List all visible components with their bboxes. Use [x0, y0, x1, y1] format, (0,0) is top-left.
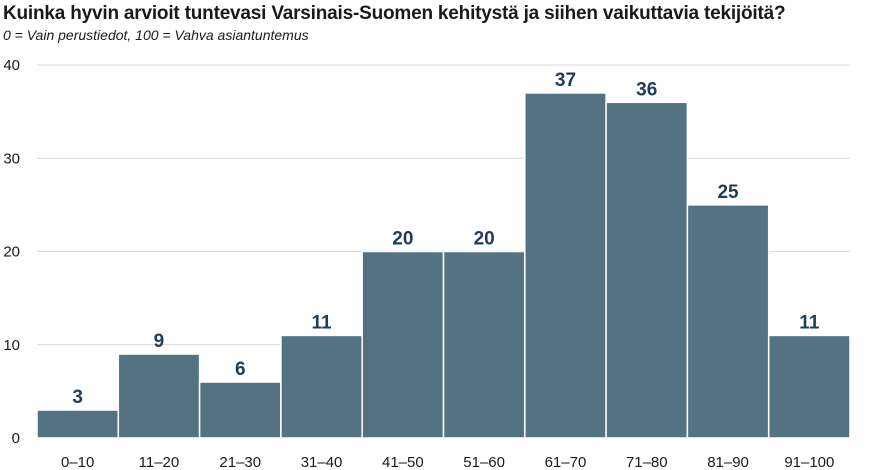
y-axis-ticks: 0 10 20 30 40: [3, 57, 20, 447]
x-tick-label: 91–100: [784, 454, 834, 470]
bar-1: [36, 409, 120, 439]
bar-10: [767, 334, 851, 439]
data-label: 20: [474, 229, 495, 250]
data-label: 36: [636, 79, 657, 100]
x-axis-ticks: 0–10 11–20 21–30 31–40 41–50 51–60 61–70 71–80 8…: [61, 454, 834, 470]
x-tick-label: 11–20: [139, 454, 180, 470]
x-tick-label: 61–70: [545, 454, 587, 470]
x-tick-label: 71–80: [626, 454, 668, 470]
chart-title: Kuinka hyvin arvioit tuntevasi Varsinais…: [3, 3, 786, 24]
bar-2: [117, 353, 201, 439]
data-label: 37: [555, 70, 576, 91]
bar-6: [442, 250, 526, 439]
data-label: 3: [72, 387, 83, 408]
data-label: 11: [799, 312, 820, 333]
x-tick-label: 31–40: [301, 454, 343, 470]
bars: [36, 92, 851, 439]
data-label: 20: [392, 229, 413, 250]
y-tick-label: 20: [3, 244, 20, 261]
y-tick-label: 10: [3, 337, 20, 354]
x-tick-label: 51–60: [463, 454, 505, 470]
x-tick-label: 0–10: [61, 454, 94, 470]
chart-subtitle: 0 = Vain perustiedot, 100 = Vahva asiant…: [3, 27, 309, 43]
data-label: 9: [154, 331, 165, 352]
y-tick-label: 0: [12, 430, 20, 447]
y-tick-label: 30: [3, 150, 20, 167]
data-label: 25: [717, 182, 739, 203]
bar-4: [280, 334, 363, 439]
bar-8: [605, 101, 689, 439]
x-tick-label: 41–50: [382, 454, 424, 470]
data-labels: 3 9 6 11 20 20 37 36 25 11: [72, 70, 819, 408]
bar-7: [524, 92, 607, 439]
bar-9: [686, 204, 770, 439]
bar-3: [198, 381, 282, 439]
x-tick-label: 21–30: [219, 454, 261, 470]
data-label: 11: [312, 312, 333, 333]
bar-5: [361, 250, 445, 439]
y-tick-label: 40: [3, 57, 20, 74]
data-label: 6: [235, 359, 246, 380]
x-tick-label: 81–90: [707, 454, 749, 470]
